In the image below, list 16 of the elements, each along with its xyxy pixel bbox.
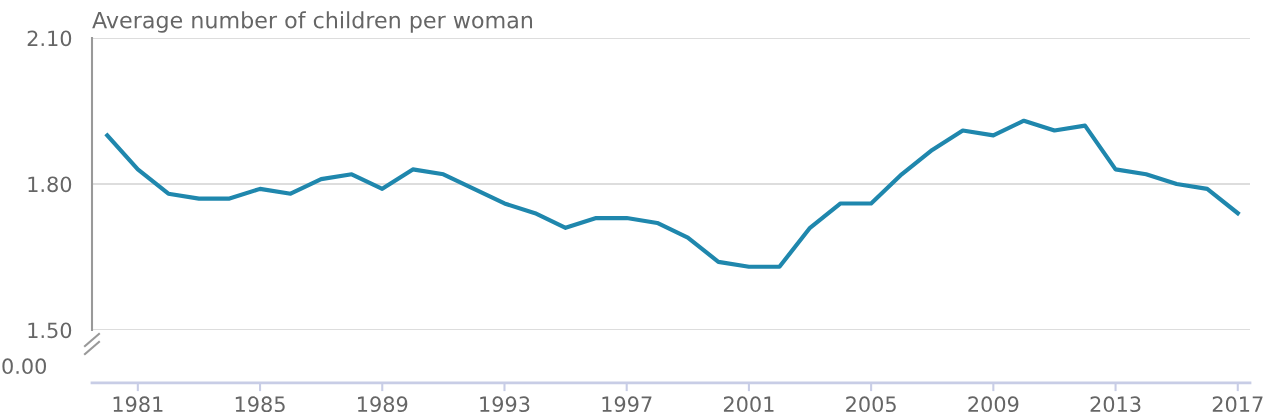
- x-tick-label: 2017: [1212, 396, 1263, 413]
- y-axis-title: Average number of children per woman: [92, 11, 533, 33]
- x-tick-label: 1993: [480, 396, 530, 413]
- y-tick-label: 1.50: [28, 322, 72, 339]
- x-tick-label: 1997: [602, 396, 652, 413]
- x-tick-label: 2009: [968, 396, 1019, 413]
- text: 0.00: [2, 358, 46, 375]
- x-tick-label: 2001: [723, 396, 774, 413]
- line-series: [105, 118, 1240, 269]
- y-tick-label: 2.10: [27, 30, 72, 47]
- x-tick-label: 1981: [113, 396, 163, 413]
- x-tick-label: 1985: [235, 396, 285, 413]
- x-tick-label: 2013: [1090, 396, 1141, 413]
- x-tick-label: 2005: [846, 396, 896, 413]
- y-tick-label: 1.80: [28, 176, 72, 193]
- x-tick-label: 1989: [358, 396, 408, 413]
